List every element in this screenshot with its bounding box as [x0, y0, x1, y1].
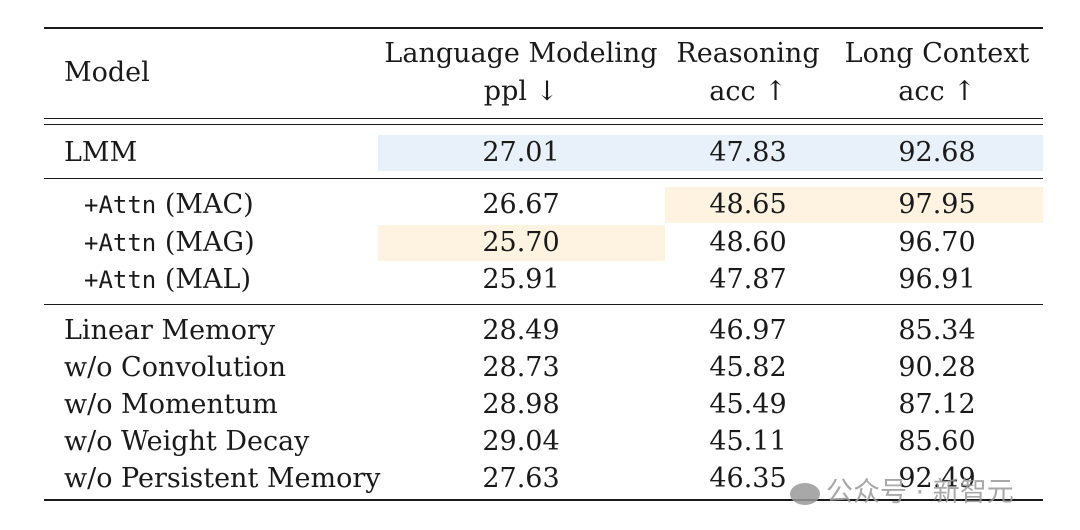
- row-reason-value: 45.11: [709, 426, 787, 457]
- row-lc-value: 97.95: [898, 189, 976, 220]
- header-lm-title: Language Modeling: [384, 38, 658, 69]
- group-rule-2: [44, 304, 1043, 305]
- row-reason-value: 46.35: [709, 463, 787, 494]
- row-model-label: LMM: [64, 137, 138, 168]
- row-model-name: w/o Convolution: [64, 353, 286, 383]
- header-lm-metric: ppl ↓: [483, 76, 559, 107]
- row-reason-value: 45.49: [709, 389, 787, 420]
- row-lm-value: 25.91: [482, 264, 560, 295]
- row-model-name: w/o Momentum: [64, 390, 278, 420]
- row-model-label: w/o Convolution: [64, 352, 287, 383]
- row-model-label: w/o Momentum: [64, 389, 278, 420]
- row-lc-value: 96.91: [898, 264, 976, 295]
- header-lc-title: Long Context: [844, 38, 1030, 69]
- row-model-attn: +Attn: [84, 266, 157, 294]
- row-reason-value: 45.82: [709, 352, 787, 383]
- header-reasoning: Reasoning acc ↑: [676, 35, 819, 111]
- row-model-name: +Attn (MAC): [84, 190, 254, 220]
- header-language-modeling: Language Modeling ppl ↓: [384, 35, 657, 111]
- row-lm-value: 25.70: [482, 227, 560, 258]
- row-reason-value: 47.87: [709, 264, 787, 295]
- row-lm-value: 28.98: [482, 389, 560, 420]
- row-model-name: LMM: [64, 138, 137, 168]
- header-lc-metric: acc ↑: [898, 76, 976, 107]
- row-model-name: +Attn (MAG): [84, 228, 255, 258]
- bottom-rule: [44, 499, 1043, 501]
- row-lc-value: 85.60: [898, 426, 976, 457]
- row-lm-value: 29.04: [482, 426, 560, 457]
- watermark-text: 公众号 · 新智元: [826, 477, 1014, 508]
- row-lm-value: 27.63: [482, 463, 560, 494]
- row-model-attn: +Attn: [84, 229, 157, 257]
- row-model-name: +Attn (MAL): [84, 265, 251, 295]
- best-lm-highlight: [378, 225, 665, 261]
- header-model: Model: [64, 57, 150, 88]
- row-lm-value: 26.67: [482, 189, 560, 220]
- header-long-context: Long Context acc ↑: [845, 35, 1030, 111]
- header-rule-2: [44, 124, 1043, 125]
- row-lm-value: 28.49: [482, 315, 560, 346]
- row-reason-value: 48.60: [709, 227, 787, 258]
- row-lc-value: 96.70: [898, 227, 976, 258]
- row-reason-value: 46.97: [709, 315, 787, 346]
- row-lc-value: 92.49: [898, 463, 976, 494]
- row-model-name: w/o Weight Decay: [64, 427, 309, 457]
- row-model-label: w/o Weight Decay: [64, 426, 310, 457]
- row-lc-value: 90.28: [898, 352, 976, 383]
- watermark: 公众号 · 新智元: [790, 470, 1014, 509]
- row-model-label: (MAC): [156, 189, 254, 220]
- row-reason-value: 47.83: [709, 137, 787, 168]
- row-model-name: Linear Memory: [64, 316, 275, 346]
- row-model-label: w/o Persistent Memory: [64, 463, 381, 494]
- row-model-name: w/o Persistent Memory: [64, 464, 381, 494]
- row-model-label: (MAL): [156, 264, 251, 295]
- baseline-highlight: [378, 135, 1043, 171]
- header-reason-title: Reasoning: [676, 38, 820, 69]
- row-lc-value: 87.12: [898, 389, 976, 420]
- row-lm-value: 27.01: [482, 137, 560, 168]
- row-lc-value: 85.34: [898, 315, 976, 346]
- wechat-icon: [790, 482, 820, 505]
- row-model-attn: +Attn: [84, 191, 157, 219]
- header-reason-metric: acc ↑: [709, 76, 787, 107]
- header-rule-1: [44, 118, 1043, 119]
- row-lc-value: 92.68: [898, 137, 976, 168]
- row-model-label: Linear Memory: [64, 315, 276, 346]
- group-rule-1: [44, 178, 1043, 179]
- row-lm-value: 28.73: [482, 352, 560, 383]
- row-reason-value: 48.65: [709, 189, 787, 220]
- top-rule: [44, 27, 1043, 29]
- row-model-label: (MAG): [156, 227, 255, 258]
- best-reasoning-highlight: [665, 187, 1043, 223]
